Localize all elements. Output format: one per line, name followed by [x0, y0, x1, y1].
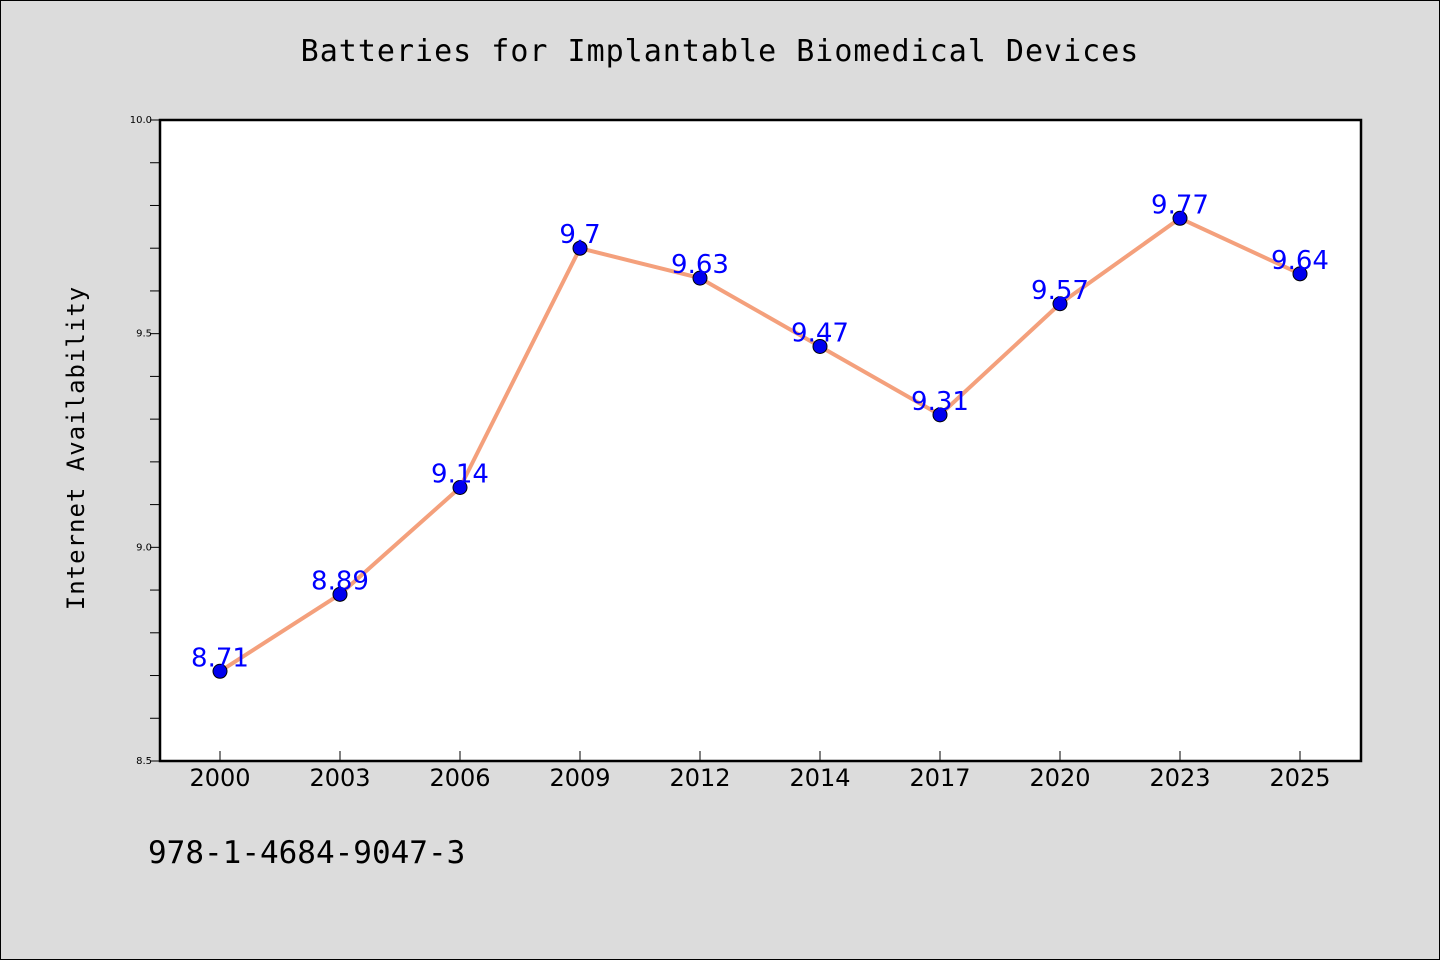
x-tick-label: 2012	[669, 764, 730, 792]
y-axis-ticks: 8.5 9.0 9.5 10.0	[130, 115, 160, 767]
x-axis-ticks: 2000 2003 2006 2009 2012 2014 2017 2020 2023 2025	[189, 751, 1331, 792]
x-tick-label: 2014	[789, 764, 850, 792]
x-tick-label: 2020	[1029, 764, 1090, 792]
data-label: 8.89	[311, 566, 369, 596]
data-point	[572, 240, 588, 256]
data-label-group: 8.71 8.89 9.14 9.7 9.63 9.47 9.31 9.57 9.77 9.64	[191, 190, 1329, 673]
y-tick-label: 9.0	[136, 542, 152, 553]
series-line	[218, 216, 1302, 674]
y-tick-label: 10.0	[130, 115, 152, 126]
x-tick-label: 2023	[1149, 764, 1210, 792]
data-point	[212, 663, 228, 679]
isbn-text: 978-1-4684-9047-3	[148, 835, 466, 871]
x-tick-label: 2009	[549, 764, 610, 792]
data-point	[812, 338, 828, 354]
x-tick-label: 2003	[309, 764, 370, 792]
data-label: 8.71	[191, 643, 249, 673]
data-label: 9.7	[559, 220, 600, 250]
data-point	[1172, 210, 1188, 226]
x-tick-label: 2006	[429, 764, 490, 792]
x-tick-label: 2025	[1269, 764, 1330, 792]
plot-area	[160, 120, 1361, 761]
data-label: 9.31	[911, 387, 969, 417]
data-point	[332, 586, 348, 602]
data-label: 9.14	[431, 460, 489, 490]
data-point	[932, 407, 948, 423]
series-line-group	[218, 216, 1302, 674]
data-label: 9.63	[671, 250, 729, 280]
data-label: 9.47	[791, 318, 849, 348]
data-point	[692, 270, 708, 286]
chart-title: Batteries for Implantable Biomedical Dev…	[300, 34, 1140, 69]
data-point	[1292, 266, 1308, 282]
y-tick-label: 9.5	[136, 329, 152, 340]
plot-frame	[158, 118, 1363, 763]
data-label: 9.77	[1151, 190, 1209, 220]
data-point	[1052, 296, 1068, 312]
marker-group	[212, 210, 1308, 679]
data-label: 9.64	[1271, 246, 1329, 276]
data-label: 9.57	[1031, 276, 1089, 306]
y-tick-label: 8.5	[136, 756, 152, 767]
x-tick-label: 2000	[189, 764, 250, 792]
data-point	[452, 480, 468, 496]
x-tick-label: 2017	[909, 764, 970, 792]
